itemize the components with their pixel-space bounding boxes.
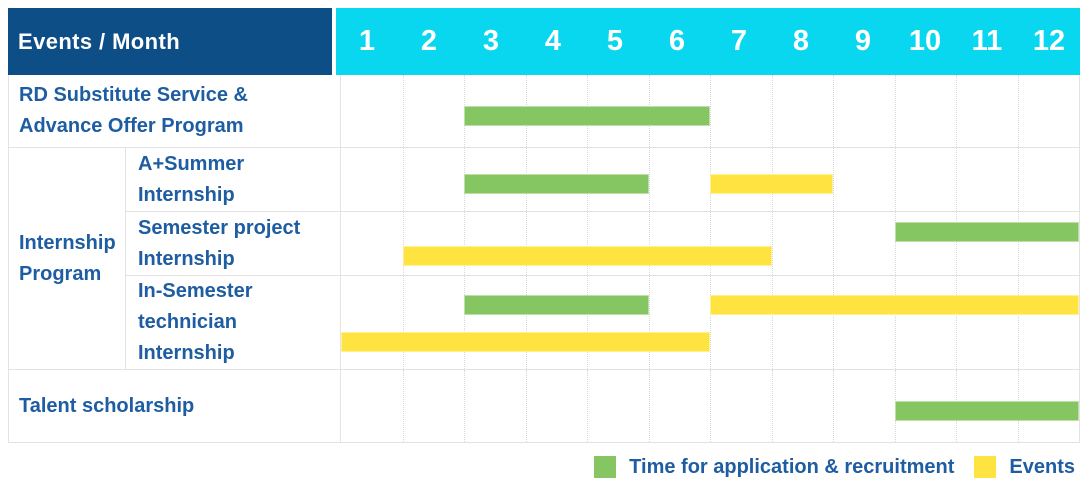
month-gridline — [402, 276, 404, 369]
month-header-1: 1 — [358, 25, 376, 57]
month-gridline — [587, 212, 588, 275]
timeline-cell — [341, 148, 1079, 211]
month-gridline — [402, 75, 404, 147]
month-header-5: 5 — [606, 25, 624, 57]
month-gridline — [1017, 75, 1019, 147]
month-header-12: 12 — [1032, 25, 1066, 57]
month-gridline — [1017, 212, 1019, 275]
month-header-7: 7 — [730, 25, 748, 57]
month-gridline — [525, 370, 527, 442]
month-gridline — [771, 212, 773, 275]
month-gridline — [587, 276, 588, 369]
month-gridline — [771, 75, 773, 147]
events-bar — [710, 173, 833, 194]
application-recruitment-bar — [464, 173, 649, 194]
table-header-row: Events / Month 1 2 3 4 5 6 7 8 9 10 11 12 — [8, 8, 1080, 75]
month-gridline — [771, 370, 773, 442]
month-header-2: 2 — [420, 25, 438, 57]
month-gridline — [402, 370, 404, 442]
timeline-cell — [341, 75, 1079, 147]
month-gridline — [1017, 276, 1019, 369]
legend-swatch-yellow — [974, 456, 997, 478]
month-gridline — [710, 370, 711, 442]
month-header-6: 6 — [668, 25, 686, 57]
legend-swatch-green — [594, 456, 617, 478]
month-header-10: 10 — [908, 25, 942, 57]
month-gridline — [894, 75, 896, 147]
month-gridline — [956, 276, 957, 369]
month-header-3: 3 — [482, 25, 500, 57]
month-gridline — [648, 276, 650, 369]
gantt-table: Events / Month 1 2 3 4 5 6 7 8 9 10 11 12 RD Substi… — [8, 8, 1080, 443]
row-label-cell: Talent scholarship — [9, 370, 341, 442]
month-gridline — [710, 276, 711, 369]
application-recruitment-bar — [464, 106, 710, 127]
events-bar — [341, 331, 710, 352]
month-gridline — [464, 212, 465, 275]
month-gridline — [525, 276, 527, 369]
group-label-cell: Internship Program — [9, 148, 126, 369]
legend-item-green: Time for application & recruitment — [594, 456, 954, 479]
month-gridline — [833, 148, 834, 211]
application-recruitment-bar — [464, 295, 649, 316]
legend-item-yellow: Events — [974, 456, 1075, 479]
group-rows: A+Summer Internship Semester project Inte… — [126, 148, 1079, 369]
table-body: RD Substitute Service & Advance Offer Pr… — [8, 75, 1080, 443]
month-header-9: 9 — [854, 25, 872, 57]
row-label-cell: Semester project Internship — [126, 212, 341, 275]
month-gridline — [648, 370, 650, 442]
months-header: 1 2 3 4 5 6 7 8 9 10 11 12 — [336, 8, 1080, 75]
month-gridline — [956, 148, 957, 211]
application-recruitment-bar — [894, 221, 1079, 242]
events-bar — [402, 246, 772, 267]
table-row: RD Substitute Service & Advance Offer Pr… — [9, 75, 1079, 147]
events-bar — [710, 295, 1079, 316]
month-gridline — [464, 276, 465, 369]
row-group-internship-program: Internship Program A+Summer Internship Sem… — [9, 147, 1079, 369]
table-row: In-Semester technician Internship — [126, 275, 1079, 369]
month-header-11: 11 — [971, 25, 1003, 57]
month-header-4: 4 — [544, 25, 562, 57]
month-gridline — [648, 212, 650, 275]
timeline-cell — [341, 212, 1079, 275]
legend: Time for application & recruitment Events — [594, 452, 1075, 482]
month-gridline — [833, 276, 834, 369]
month-gridline — [587, 370, 588, 442]
events-month-header-cell: Events / Month — [8, 8, 336, 75]
table-row: A+Summer Internship — [126, 148, 1079, 211]
month-gridline — [402, 148, 404, 211]
month-gridline — [833, 370, 834, 442]
month-gridline — [710, 75, 711, 147]
month-header-8: 8 — [792, 25, 810, 57]
row-label-cell: RD Substitute Service & Advance Offer Pr… — [9, 75, 341, 147]
month-gridline — [525, 212, 527, 275]
month-gridline — [833, 75, 834, 147]
row-label-cell: A+Summer Internship — [126, 148, 341, 211]
month-gridline — [894, 212, 896, 275]
table-row: Talent scholarship — [9, 369, 1079, 442]
application-recruitment-bar — [894, 401, 1079, 422]
legend-label: Time for application & recruitment — [629, 455, 955, 478]
month-gridline — [894, 276, 896, 369]
timeline-cell — [341, 370, 1079, 442]
month-gridline — [894, 148, 896, 211]
month-gridline — [771, 276, 773, 369]
row-label-cell: In-Semester technician Internship — [126, 276, 341, 369]
table-row: Semester project Internship — [126, 211, 1079, 275]
month-gridline — [956, 212, 957, 275]
legend-label: Events — [1009, 455, 1075, 478]
month-gridline — [648, 148, 650, 211]
month-gridline — [464, 370, 465, 442]
month-gridline — [402, 212, 404, 275]
timeline-cell — [341, 276, 1079, 369]
month-gridline — [956, 75, 957, 147]
month-gridline — [710, 212, 711, 275]
month-gridline — [1017, 148, 1019, 211]
month-gridline — [833, 212, 834, 275]
